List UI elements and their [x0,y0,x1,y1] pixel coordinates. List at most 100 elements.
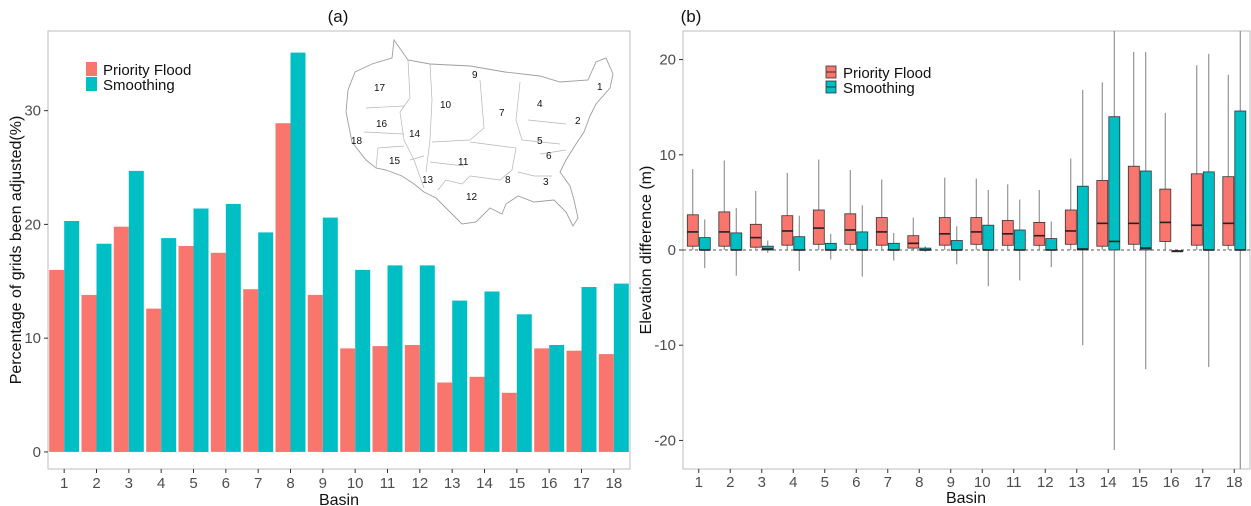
basin-boundary-line [409,155,471,191]
x-tick-label: 1 [695,474,703,491]
y-tick-label: 30 [24,103,41,120]
bar-smoothing-basin-9 [322,217,338,452]
bar-smoothing-basin-10 [355,269,371,452]
basin-map-outline [345,38,614,227]
box-iqr [1127,165,1140,245]
map-region-9: 9 [472,70,478,81]
bar-priority-flood-basin-16 [534,348,550,452]
box-iqr [887,242,900,251]
box-smoothing-basin-3 [761,240,774,253]
x-tick-label: 14 [1100,474,1117,491]
box-iqr [1202,171,1215,251]
x-tick-label: 11 [1006,474,1022,491]
box-priority-flood-basin-16 [1159,112,1172,251]
box-priority-flood-basin-2 [718,160,731,250]
bar-priority-flood-basin-14 [469,376,485,452]
x-tick-label: 12 [1037,474,1054,491]
bar-smoothing-basin-15 [516,314,532,452]
x-tick-label: 15 [508,475,525,492]
x-tick-label: 11 [380,475,396,492]
bar-priority-flood-basin-17 [566,350,582,452]
panel-b-boxes [686,31,1247,469]
bar-smoothing-basin-16 [549,345,565,452]
box-priority-flood-basin-8 [907,217,920,250]
box-iqr [1076,185,1089,251]
panel-b-y-ticks: -20 -10 0 10 20 [654,52,683,449]
box-iqr [1064,209,1077,245]
x-tick-label: 8 [286,475,294,492]
bar-priority-flood-basin-3 [113,226,129,452]
box-iqr [1001,220,1014,246]
bar-priority-flood-basin-12 [404,345,420,452]
x-tick-label: 3 [758,474,766,491]
x-tick-label: 5 [821,474,829,491]
map-region-7: 7 [499,108,505,119]
basin-boundary-line [425,63,517,181]
box-priority-flood-basin-10 [970,178,983,250]
box-priority-flood-basin-12 [1033,190,1046,250]
x-tick-label: 6 [222,475,230,492]
x-tick-label: 10 [974,474,991,491]
bar-smoothing-basin-4 [161,238,177,452]
x-tick-label: 10 [347,475,364,492]
box-iqr [749,223,762,248]
x-tick-label: 8 [915,474,923,491]
x-tick-label: 7 [254,475,262,492]
panel-a-x-ticks: 1 2 3 4 5 6 7 8 9 10 11 12 13 14 15 16 17 18 [60,469,622,492]
box-iqr [1108,116,1121,251]
x-tick-label: 5 [189,475,197,492]
x-tick-label: 2 [92,475,100,492]
box-iqr [686,214,699,247]
box-priority-flood-basin-3 [749,190,762,250]
y-tick-label: -20 [654,432,676,449]
box-iqr [1033,221,1046,246]
x-tick-label: 12 [411,475,428,492]
bar-priority-flood-basin-2 [81,294,97,452]
bar-priority-flood-basin-4 [146,308,162,452]
box-smoothing-basin-10 [982,190,995,287]
box-priority-flood-basin-4 [781,172,794,250]
box-iqr [718,211,731,247]
bar-smoothing-basin-17 [581,287,597,452]
box-iqr [698,237,711,251]
bar-priority-flood-basin-13 [437,382,453,452]
bar-smoothing-basin-12 [419,265,435,452]
bar-smoothing-basin-13 [452,300,468,452]
map-region-4: 4 [537,99,543,110]
box-priority-flood-basin-14 [1096,82,1109,250]
x-tick-label: 17 [573,475,590,492]
panel-a-label: (a) [328,7,349,26]
x-tick-label: 4 [157,475,165,492]
box-iqr [907,235,920,249]
x-tick-label: 7 [884,474,892,491]
map-region-16: 16 [376,119,388,130]
box-smoothing-basin-5 [824,233,837,260]
map-region-13: 13 [422,175,434,186]
panel-a-legend: Priority Flood Smoothing [86,62,191,94]
box-priority-flood-basin-6 [844,170,857,250]
box-smoothing-basin-1 [698,219,711,269]
box-iqr [844,213,857,245]
box-smoothing-basin-16 [1171,250,1184,253]
box-iqr [938,217,951,246]
x-tick-label: 1 [60,475,68,492]
map-region-2: 2 [575,116,581,127]
box-smoothing-basin-14 [1108,31,1121,450]
map-region-11: 11 [458,157,469,168]
box-smoothing-basin-17 [1202,53,1215,368]
box-smoothing-basin-15 [1139,51,1152,370]
map-region-8: 8 [505,175,511,186]
y-tick-label: -10 [654,337,676,354]
map-region-6: 6 [546,151,552,162]
x-tick-label: 14 [476,475,493,492]
map-region-1: 1 [597,82,603,93]
box-iqr [793,236,806,251]
bar-smoothing-basin-6 [225,203,241,452]
map-region-12: 12 [466,192,478,203]
panel-a-x-axis-title: Basin [319,492,359,506]
bar-priority-flood-basin-11 [372,346,388,452]
x-tick-label: 6 [852,474,860,491]
y-tick-label: 0 [33,444,41,461]
